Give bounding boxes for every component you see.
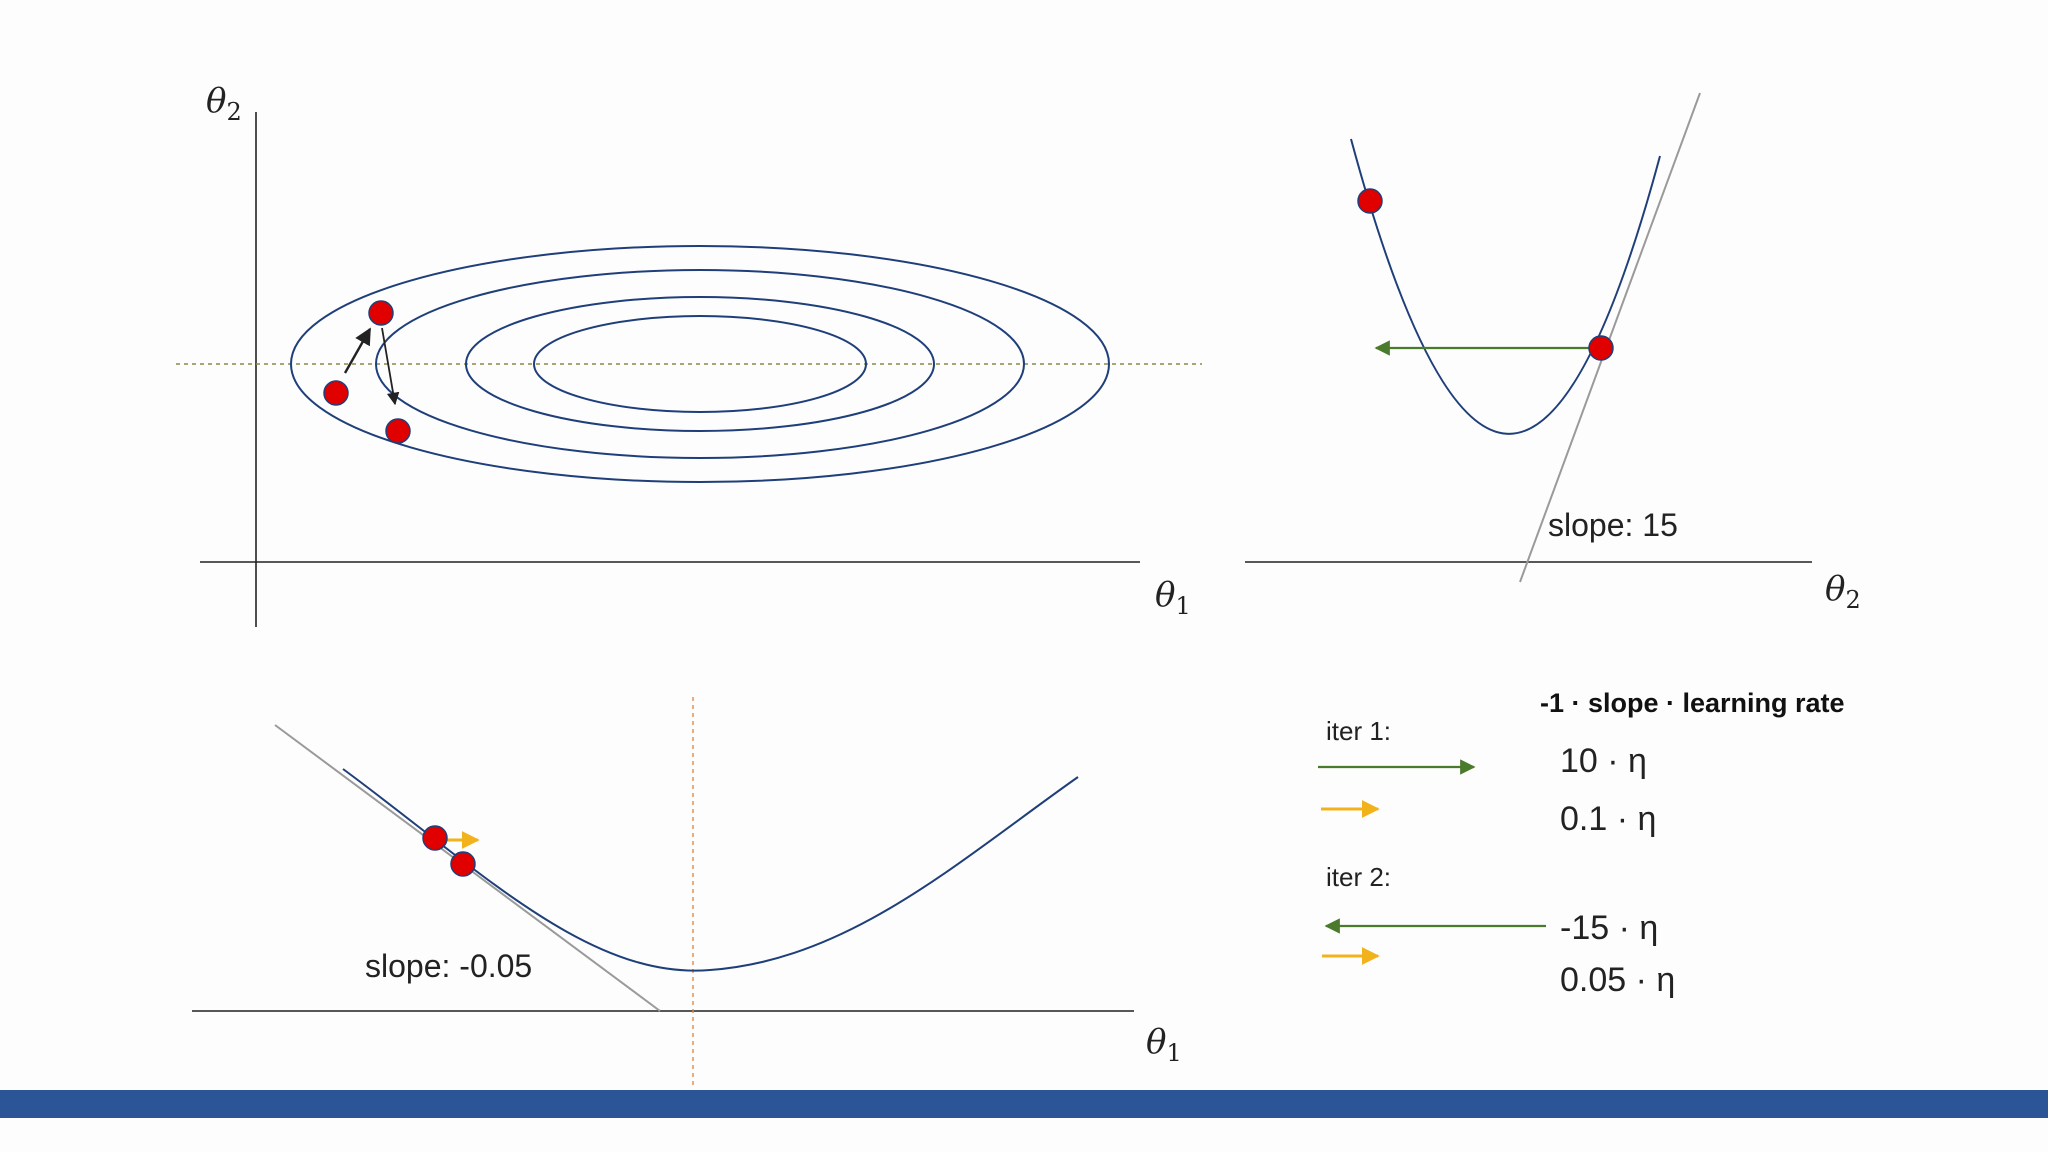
step-arrow-1	[343, 327, 372, 374]
theta1-slope-label: slope: -0.05	[365, 948, 532, 984]
contour-y-axis-label: θ2	[206, 81, 242, 126]
theta1-x-axis-label: θ1	[1146, 1022, 1182, 1067]
contour-point-start	[323, 380, 349, 406]
theta2-x-axis-label: θ2	[1825, 569, 1861, 614]
theta2-point-current	[1588, 335, 1614, 361]
contour-ellipse-1	[290, 245, 1110, 483]
theta1-point-2	[450, 851, 476, 877]
theta1-panel: slope: -0.05 θ1	[192, 697, 1182, 1088]
contour-point-iter1	[368, 300, 394, 326]
theta2-point-upper	[1357, 188, 1383, 214]
theta2-slope-label: slope: 15	[1548, 507, 1678, 543]
contour-x-axis-label: θ1	[1155, 575, 1191, 620]
step-arrow-2	[381, 327, 400, 406]
theta1-point-1	[422, 825, 448, 851]
iter1-orange-value: 0.1 · η	[1560, 800, 1656, 838]
contour-point-iter2	[385, 418, 411, 444]
theta2-tangent-line	[1519, 92, 1701, 583]
iter2-orange-value: 0.05 · η	[1560, 961, 1675, 999]
theta2-panel: slope: 15 θ2	[1245, 92, 1861, 614]
iter1-green-value: 10 · η	[1560, 742, 1647, 780]
iter1-label: iter 1:	[1326, 716, 1391, 746]
contour-panel: θ2 θ1	[176, 81, 1202, 627]
contour-ellipse-3	[465, 296, 935, 432]
iter2-label: iter 2:	[1326, 862, 1391, 892]
contour-ellipse-4	[533, 315, 867, 413]
update-legend: -1 · slope · learning rate iter 1: 10 · …	[1318, 688, 1845, 999]
iter2-green-value: -15 · η	[1560, 909, 1658, 947]
footer-bar	[0, 1090, 2048, 1118]
theta2-curve	[1350, 138, 1661, 435]
legend-header: -1 · slope · learning rate	[1540, 688, 1845, 718]
contour-ellipse-2	[375, 269, 1025, 459]
